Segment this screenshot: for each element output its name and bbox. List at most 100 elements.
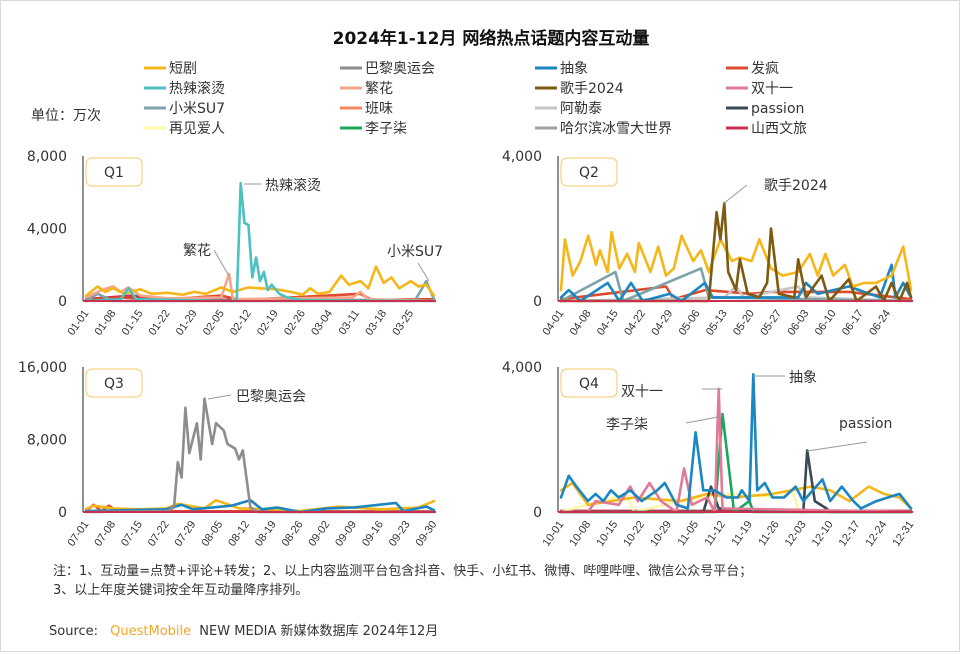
x-tick-label: 09-09 (333, 519, 359, 549)
x-tick-label: 11-05 (676, 519, 702, 548)
annotation-leader-line (806, 441, 868, 452)
x-tick-label: 02-19 (255, 308, 281, 338)
x-tick-label: 10-15 (594, 519, 620, 549)
x-tick-label: 03-25 (390, 308, 416, 338)
x-tick-label: 11-12 (702, 519, 728, 548)
note-line-1: 注：1、互动量=点赞+评论+转发；2、以上内容监测平台包含抖音、快手、小红书、微… (53, 563, 752, 579)
note-line-2: 3、以上年度关键词按全年互动量降序排列。 (53, 582, 308, 598)
annotation-leader-line (207, 394, 232, 400)
x-tick-label: 12-24 (864, 519, 890, 549)
x-tick-label: 01-01 (65, 308, 91, 338)
legend-label: 山西文旅 (751, 121, 807, 137)
annotation-leader-line (213, 249, 230, 277)
x-tick-label: 05-06 (677, 308, 703, 338)
panel-q2: 0 4,000 04-01 04-08 04-15 04-22 04-29 05-06 05-1… (502, 149, 913, 338)
annotation-leader-line (417, 262, 430, 282)
annotation-leader-line (722, 184, 748, 205)
series-line-短剧 (84, 498, 436, 513)
x-tick-label: 12-31 (890, 519, 916, 549)
annotation-label: 热辣滚烫 (265, 177, 321, 194)
legend-label: 热辣滚烫 (169, 80, 225, 97)
x-tick-label: 06-17 (840, 308, 866, 338)
series-line-繁花 (84, 272, 436, 303)
legend-label: 抽象 (560, 61, 588, 77)
x-tick-label: 07-08 (92, 519, 118, 549)
x-tick-label: 04-29 (649, 308, 675, 338)
legend-label: 双十一 (751, 81, 793, 97)
x-tick-label: 02-05 (201, 308, 227, 338)
x-tick-label: 01-15 (120, 308, 146, 338)
annotation-label: 李子柒 (606, 417, 648, 433)
x-tick-label: 07-15 (119, 519, 145, 549)
unit-label: 单位：万次 (31, 108, 101, 124)
legend-label: 李子柒 (365, 121, 407, 137)
annotation-label: 小米SU7 (387, 244, 443, 260)
x-tick-label: 09-02 (306, 519, 332, 549)
y-tick-label: 8,000 (27, 433, 67, 449)
x-tick-label: 04-15 (595, 308, 621, 338)
x-tick-label: 05-13 (704, 308, 730, 338)
series-line-再见爱人 (559, 488, 913, 514)
series-line-抽象 (559, 372, 913, 510)
legend-label: 哈尔滨冰雪大世界 (560, 121, 672, 137)
x-tick-label: 04-22 (622, 308, 648, 338)
y-tick-label: 16,000 (18, 360, 67, 376)
annotation-label: 歌手2024 (764, 178, 828, 194)
chart-title: 2024年1-12月 网络热点话题内容互动量 (333, 28, 650, 49)
x-tick-label: 12-17 (837, 519, 863, 549)
quarter-label: Q4 (579, 376, 599, 392)
x-tick-label: 02-26 (282, 308, 308, 338)
legend-label: passion (751, 101, 804, 117)
quarter-badge (560, 368, 618, 398)
source-prefix: Source: (49, 624, 98, 639)
quarter-badge (560, 157, 618, 187)
x-tick-label: 05-27 (758, 308, 784, 338)
x-tick-label: 04-08 (568, 308, 594, 338)
series-line-巴黎奥运会 (84, 397, 436, 514)
y-tick-label: 4,000 (502, 360, 542, 376)
x-tick-label: 12-10 (810, 519, 836, 549)
legend-label: 歌手2024 (560, 81, 624, 97)
x-tick-label: 09-23 (387, 519, 413, 549)
x-tick-label: 09-16 (360, 519, 386, 549)
x-tick-label: 08-12 (226, 519, 252, 549)
x-tick-label: 10-08 (567, 519, 593, 549)
legend-label: 巴黎奥运会 (365, 60, 435, 77)
x-tick-label: 01-29 (174, 308, 200, 338)
quarter-label: Q2 (579, 165, 599, 181)
x-tick-label: 11-26 (756, 519, 782, 548)
source-line: Source: QuestMobile NEW MEDIA 新媒体数据库 202… (49, 623, 438, 639)
y-tick-label: 0 (58, 505, 67, 521)
x-tick-label: 07-29 (173, 519, 199, 549)
x-tick-label: 08-19 (253, 519, 279, 549)
annotation-label: 抽象 (789, 370, 817, 386)
series-line-抽象 (84, 498, 436, 514)
series-line-短剧 (559, 230, 913, 292)
x-tick-label: 06-03 (785, 308, 811, 338)
annotation-label: 双十一 (621, 384, 663, 400)
quarter-badge (85, 157, 143, 187)
x-tick-label: 07-01 (65, 519, 91, 549)
series-line-热辣滚烫 (84, 181, 436, 303)
annotation-label: 繁花 (183, 243, 211, 259)
x-tick-label: 02-12 (228, 308, 254, 338)
legend-label: 再见爱人 (169, 121, 225, 137)
x-tick-label: 06-24 (867, 308, 893, 338)
source-rest: NEW MEDIA 新媒体数据库 2024年12月 (199, 623, 438, 639)
x-tick-label: 10-01 (540, 519, 566, 549)
x-tick-label: 06-10 (813, 308, 839, 338)
legend-label: 短剧 (169, 61, 197, 77)
series-line-短剧 (84, 265, 436, 297)
quarter-label: Q1 (104, 165, 124, 181)
y-tick-label: 0 (533, 294, 542, 310)
y-tick-label: 4,000 (27, 222, 67, 238)
x-tick-label: 08-05 (199, 519, 225, 549)
x-tick-label: 01-22 (147, 308, 173, 338)
legend-label: 小米SU7 (169, 101, 225, 117)
x-tick-label: 04-01 (540, 308, 566, 338)
quarter-label: Q3 (104, 376, 124, 392)
panel-q1: 0 4,000 8,000 01-01 01-08 01-15 01-22 01-29 02-0… (27, 149, 443, 338)
